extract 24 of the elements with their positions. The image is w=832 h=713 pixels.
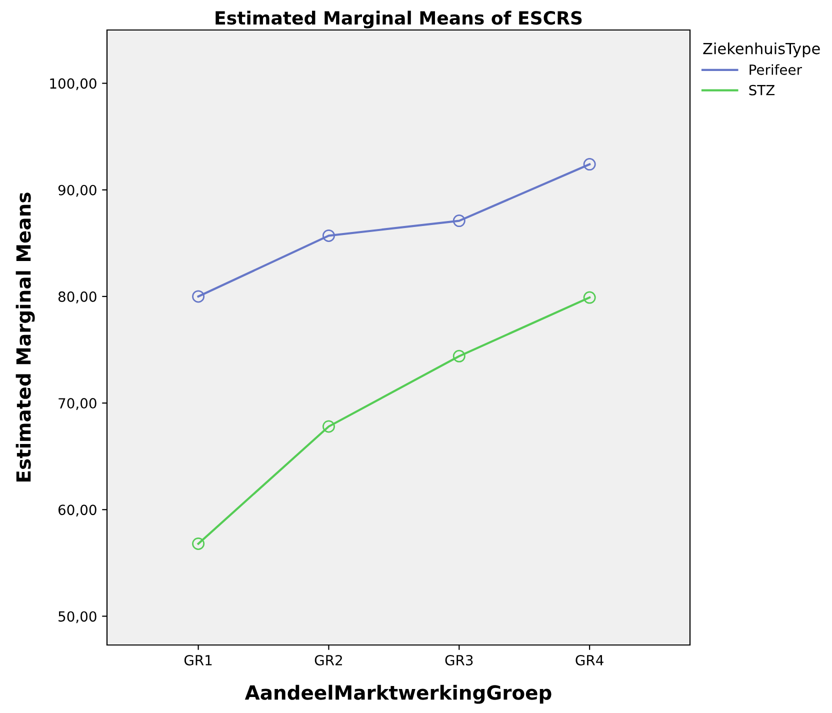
point bbox=[583, 158, 596, 171]
y-tick-label: 50,00 bbox=[58, 611, 96, 624]
x-tick-label: GR2 bbox=[314, 654, 342, 666]
x-tick-label: GR3 bbox=[445, 654, 473, 666]
point bbox=[192, 537, 205, 550]
chart-title: Estimated Marginal Means of ESCRS bbox=[216, 10, 582, 28]
legend-label: Perifeer bbox=[750, 64, 802, 75]
x-tick-label: GR1 bbox=[184, 654, 212, 666]
x-tick-label: GR4 bbox=[576, 654, 604, 666]
point bbox=[452, 350, 466, 362]
y-tick-label: 70,00 bbox=[58, 398, 96, 410]
point bbox=[192, 290, 205, 303]
y-tick-label: 90,00 bbox=[58, 184, 96, 197]
point bbox=[583, 291, 596, 304]
y-tick-label: 80,00 bbox=[58, 291, 96, 304]
point bbox=[322, 420, 335, 433]
legend-title: ZiekenhuisType bbox=[703, 42, 820, 58]
y-axis-title: Estimated Marginal Means bbox=[16, 192, 35, 482]
x-axis-title: AandeelMarktwerkingGroep bbox=[244, 684, 552, 704]
y-tick-label: 100,00 bbox=[50, 78, 96, 90]
point bbox=[322, 229, 335, 242]
point bbox=[452, 214, 466, 228]
y-tick-label: 60,00 bbox=[58, 504, 96, 517]
legend-label: STZ bbox=[749, 84, 775, 96]
